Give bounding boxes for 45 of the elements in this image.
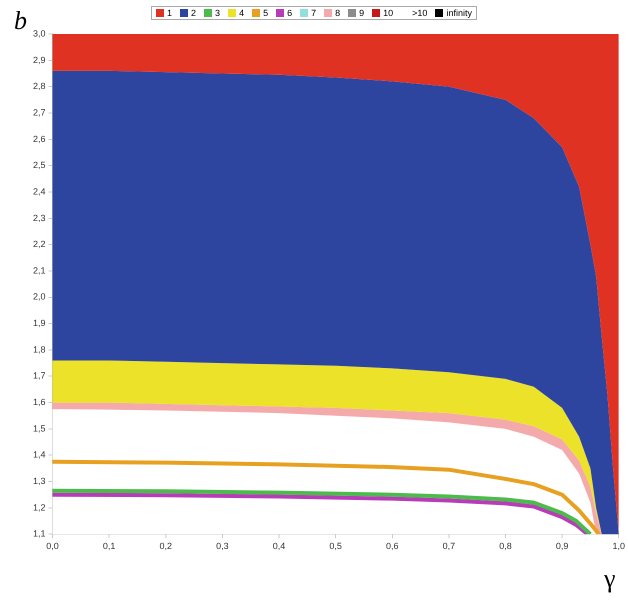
y-tick-label: 1,8 xyxy=(32,344,46,354)
x-tick-label: 0,4 xyxy=(272,541,286,552)
y-tick-label: 2,5 xyxy=(32,160,46,170)
x-tick-label: 0,6 xyxy=(386,541,399,552)
legend-label: 5 xyxy=(263,8,268,18)
x-tick-label: 0,1 xyxy=(102,541,116,552)
legend-label: 8 xyxy=(335,8,340,18)
y-tick-label: 2,7 xyxy=(32,107,46,118)
y-tick-label: 1,9 xyxy=(32,318,46,328)
y-tick-label: 1,2 xyxy=(32,502,46,512)
x-tick-label: 0,5 xyxy=(329,541,342,552)
x-tick-label: 1,0 xyxy=(612,541,625,552)
y-tick-label: 3,0 xyxy=(32,28,46,38)
x-tick-label: 0,3 xyxy=(216,541,229,552)
y-tick-label: 2,1 xyxy=(32,265,46,276)
y-tick-label: 1,3 xyxy=(32,476,46,486)
y-tick-label: 2,0 xyxy=(32,292,46,302)
y-tick-label: 2,6 xyxy=(32,134,46,144)
y-tick-label: 2,3 xyxy=(32,212,46,223)
x-tick-label: 0,9 xyxy=(556,541,568,552)
y-tick-label: 2,4 xyxy=(32,186,46,196)
legend-label: 6 xyxy=(287,8,292,18)
y-tick-label: 1,4 xyxy=(32,450,46,460)
y-tick-label: 1,7 xyxy=(32,370,46,381)
y-tick-label: 2,9 xyxy=(32,54,46,65)
y-tick-label: 1,5 xyxy=(32,423,46,434)
legend-label: 2 xyxy=(191,8,196,18)
y-tick-label: 1,1 xyxy=(32,528,46,539)
legend-label: 10 xyxy=(383,8,394,18)
legend-label: 3 xyxy=(215,8,220,18)
x-tick-label: 0,0 xyxy=(46,541,59,552)
x-tick-label: 0,7 xyxy=(442,541,456,552)
x-tick-label: 0,2 xyxy=(160,541,172,552)
y-tick-label: 1,6 xyxy=(32,397,46,408)
x-tick-label: 0,8 xyxy=(499,541,512,552)
y-axis-title: b xyxy=(14,6,27,36)
legend-label: 7 xyxy=(311,8,316,18)
legend-label: 4 xyxy=(239,8,244,18)
y-tick-label: 2,8 xyxy=(32,81,46,92)
legend-label: 9 xyxy=(359,8,364,18)
y-tick-label: 2,2 xyxy=(32,239,46,250)
legend-label: 1 xyxy=(167,8,172,18)
legend-label: infinity xyxy=(446,8,472,18)
x-axis-title: γ xyxy=(604,564,616,594)
text: >10 xyxy=(412,8,428,18)
